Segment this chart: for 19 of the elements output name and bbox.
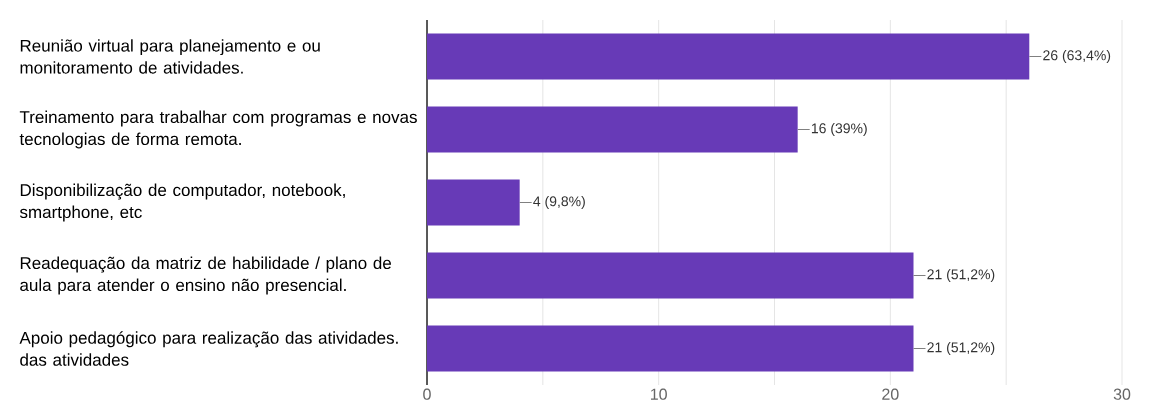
data-label: 16 (39%): [811, 122, 867, 137]
x-tick-label: 30: [1113, 388, 1131, 400]
y-tick-label: Reunião virtual para planejamento e ou monitoramento de atividades.: [20, 39, 320, 74]
x-tick-label: 10: [651, 388, 667, 400]
bar: [427, 106, 798, 153]
data-label: 21 (51,2%): [927, 268, 995, 283]
y-tick-label: Disponibilização de computador, notebook, smartphone, etc: [19, 183, 345, 222]
data-label: 21 (51,2%): [927, 341, 995, 356]
bar: [427, 179, 520, 226]
bar: [427, 252, 914, 299]
y-tick-label: Readequação da matriz de habilidade / plano de aula para atender o ensino não presencial.: [20, 256, 391, 295]
x-tick-label: 20: [882, 388, 899, 400]
data-label: 4 (9,8%): [533, 195, 585, 210]
x-tick-label: 0: [423, 388, 431, 400]
data-label: 26 (63,4%): [1043, 49, 1111, 64]
y-tick-label: Treinamento para trabalhar com programas e novas tecnologias de forma remota.: [19, 110, 417, 149]
y-tick-label: Apoio pedagógico para realização das atividades. das atividades: [19, 331, 398, 366]
bar: [427, 325, 914, 372]
bar: [427, 33, 1030, 80]
